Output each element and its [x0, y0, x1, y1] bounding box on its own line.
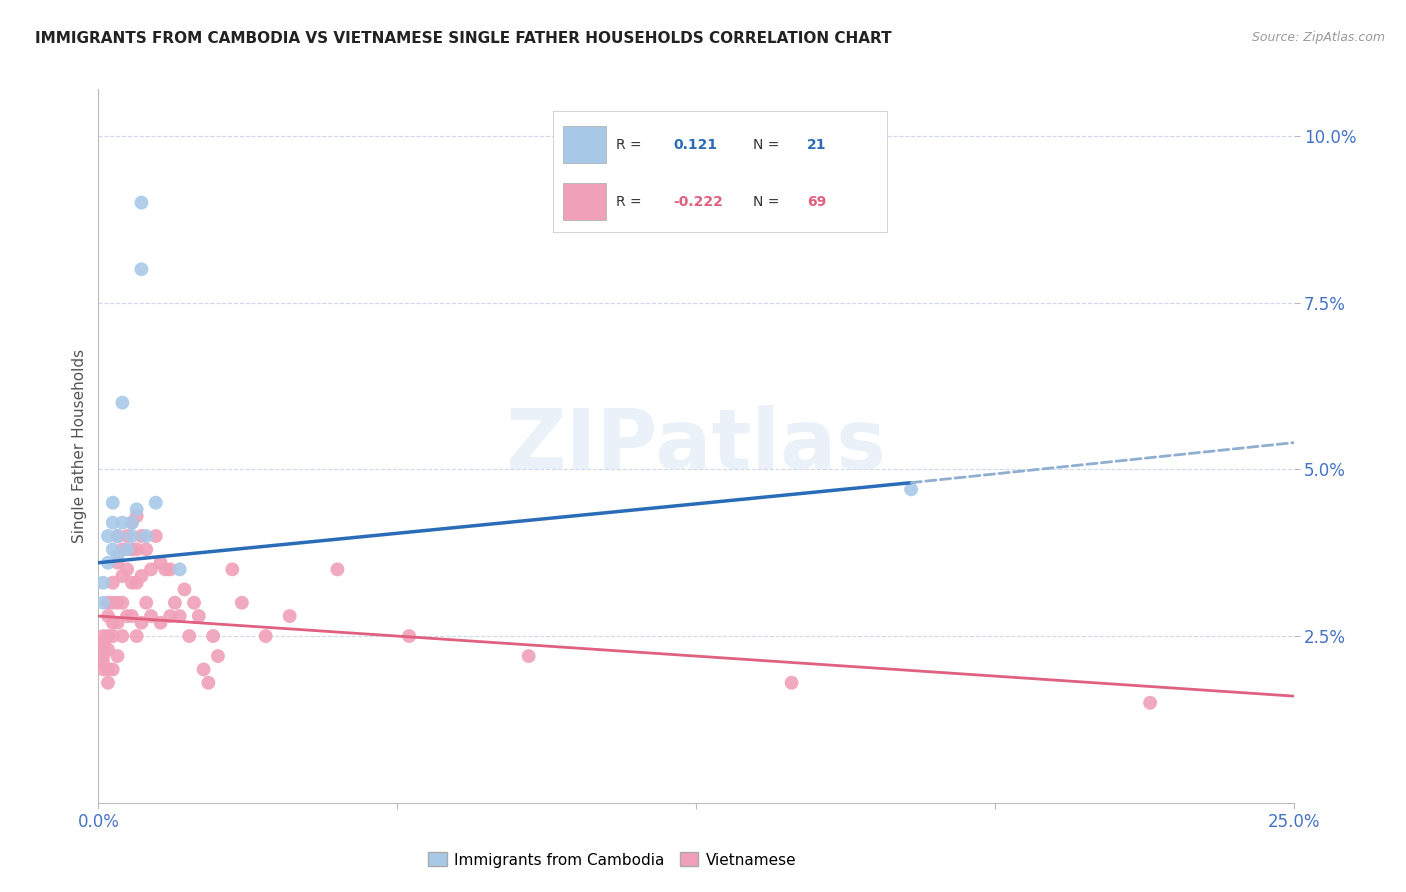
Point [91, 656, 114, 670]
Point [97, 675, 120, 690]
Point [169, 562, 191, 576]
Point [169, 609, 191, 624]
Point [111, 542, 134, 557]
Point [163, 596, 186, 610]
Point [131, 262, 153, 277]
Legend: Immigrants from Cambodia, Vietnamese: Immigrants from Cambodia, Vietnamese [422, 847, 803, 873]
Point [115, 609, 138, 624]
Point [97, 629, 120, 643]
Point [780, 675, 803, 690]
Point [91, 649, 114, 664]
Point [91, 629, 114, 643]
Point [115, 542, 138, 557]
Point [207, 649, 229, 664]
Point [231, 596, 253, 610]
Point [139, 562, 162, 576]
Text: Source: ZipAtlas.com: Source: ZipAtlas.com [1251, 31, 1385, 45]
Point [135, 529, 157, 543]
Point [115, 529, 138, 543]
Point [121, 516, 143, 530]
Point [183, 596, 205, 610]
Point [254, 629, 277, 643]
Point [91, 636, 114, 650]
Point [101, 629, 124, 643]
Point [193, 662, 215, 676]
Text: IMMIGRANTS FROM CAMBODIA VS VIETNAMESE SINGLE FATHER HOUSEHOLDS CORRELATION CHAR: IMMIGRANTS FROM CAMBODIA VS VIETNAMESE S… [35, 31, 891, 46]
Point [139, 609, 162, 624]
Point [125, 502, 148, 516]
Point [101, 542, 124, 557]
Point [173, 582, 195, 597]
Point [111, 629, 134, 643]
Point [131, 529, 153, 543]
Point [107, 556, 129, 570]
Point [202, 629, 225, 643]
Point [121, 575, 143, 590]
Point [398, 629, 420, 643]
Point [121, 542, 143, 557]
Point [91, 575, 114, 590]
Point [125, 629, 148, 643]
Point [111, 569, 134, 583]
Point [111, 395, 134, 409]
Point [101, 516, 124, 530]
Point [97, 596, 120, 610]
Point [131, 569, 153, 583]
Point [107, 529, 129, 543]
Point [197, 675, 219, 690]
Point [121, 529, 143, 543]
Point [159, 562, 181, 576]
Point [131, 195, 153, 210]
Point [107, 549, 129, 563]
Point [221, 562, 243, 576]
Point [101, 596, 124, 610]
Point [121, 609, 143, 624]
Text: ZIPatlas: ZIPatlas [506, 406, 886, 486]
Point [91, 596, 114, 610]
Point [101, 575, 124, 590]
Point [1139, 696, 1161, 710]
Point [121, 516, 143, 530]
Point [97, 609, 120, 624]
Point [179, 629, 201, 643]
Point [135, 596, 157, 610]
Point [91, 642, 114, 657]
Point [149, 615, 172, 630]
Point [97, 556, 120, 570]
Point [131, 615, 153, 630]
Point [278, 609, 301, 624]
Point [107, 649, 129, 664]
Point [900, 483, 922, 497]
Point [101, 615, 124, 630]
Point [125, 575, 148, 590]
Point [159, 609, 181, 624]
Point [107, 615, 129, 630]
Point [97, 642, 120, 657]
Point [125, 509, 148, 524]
Point [91, 662, 114, 676]
Point [115, 562, 138, 576]
Y-axis label: Single Father Households: Single Father Households [72, 349, 87, 543]
Point [149, 556, 172, 570]
Point [101, 662, 124, 676]
Point [107, 529, 129, 543]
Point [517, 649, 540, 664]
Point [125, 542, 148, 557]
Point [326, 562, 349, 576]
Point [97, 529, 120, 543]
Point [135, 542, 157, 557]
Point [101, 496, 124, 510]
Point [111, 596, 134, 610]
Point [145, 529, 167, 543]
Point [107, 596, 129, 610]
Point [155, 562, 177, 576]
Point [97, 662, 120, 676]
Point [145, 496, 167, 510]
Point [187, 609, 209, 624]
Point [111, 516, 134, 530]
